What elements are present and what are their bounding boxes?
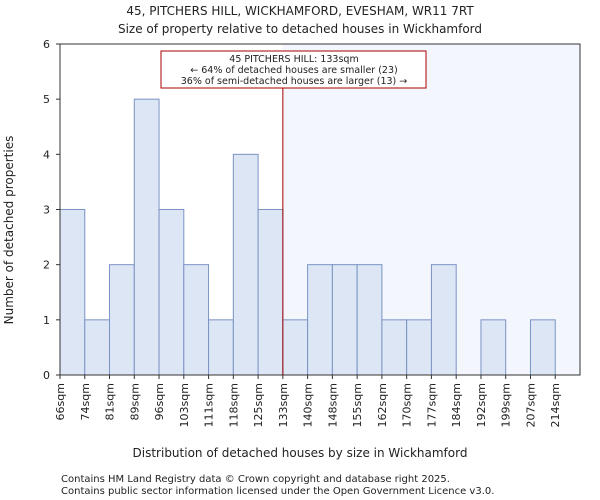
x-tick-label: 89sqm (128, 383, 141, 420)
x-tick-label: 184sqm (450, 383, 463, 427)
bar-81sqm (109, 264, 135, 376)
x-tick-label: 103sqm (178, 383, 191, 427)
bar-111sqm (208, 319, 234, 376)
x-tick-label: 155sqm (351, 383, 364, 427)
x-axis-label: Distribution of detached houses by size … (133, 446, 468, 460)
x-tick-label: 118sqm (227, 383, 240, 427)
y-tick-label: 6 (43, 38, 50, 51)
bar-177sqm (430, 264, 457, 376)
bar-125sqm (257, 209, 284, 376)
y-tick-label: 1 (43, 314, 50, 327)
bar-133sqm (282, 319, 309, 376)
bar-96sqm (158, 209, 185, 376)
x-tick-label: 177sqm (425, 383, 438, 427)
x-tick-label: 133sqm (277, 383, 290, 427)
y-tick-label: 4 (43, 148, 50, 161)
chart-subtitle: Size of property relative to detached ho… (118, 22, 482, 36)
footer-line-1: Contains HM Land Registry data © Crown c… (61, 474, 450, 485)
chart-title: 45, PITCHERS HILL, WICKHAMFORD, EVESHAM,… (126, 4, 474, 18)
y-tick-label: 0 (43, 369, 50, 382)
x-tick-label: 96sqm (153, 383, 166, 420)
annotation-box (160, 50, 427, 89)
footer-line-2: Contains public sector information licen… (61, 486, 494, 497)
bar-118sqm (232, 153, 259, 376)
bar-148sqm (331, 264, 358, 376)
x-tick-label: 74sqm (79, 383, 92, 420)
bar-66sqm (59, 209, 86, 376)
bar-140sqm (307, 264, 333, 376)
bar-207sqm (529, 319, 556, 376)
bar-74sqm (84, 319, 111, 376)
bar-170sqm (406, 319, 432, 376)
annotation-line-2: ← 64% of detached houses are smaller (23… (190, 65, 397, 76)
x-tick-label: 66sqm (54, 383, 67, 420)
annotation-line-3: 36% of semi-detached houses are larger (… (181, 76, 408, 87)
x-tick-label: 199sqm (500, 383, 513, 427)
bar-192sqm (480, 319, 507, 376)
x-tick-label: 148sqm (326, 383, 339, 427)
x-tick-label: 214sqm (549, 383, 562, 427)
x-tick-label: 140sqm (302, 383, 315, 427)
bar-155sqm (356, 264, 383, 376)
y-tick-label: 2 (43, 259, 50, 272)
bar-89sqm (133, 98, 160, 376)
x-tick-label: 125sqm (252, 383, 265, 427)
y-tick-label: 3 (43, 204, 50, 217)
x-tick-label: 162sqm (376, 383, 389, 427)
annotation: 45 PITCHERS HILL: 133sqm ← 64% of detach… (160, 50, 427, 89)
x-tick-label: 111sqm (203, 383, 216, 427)
x-tick-label: 192sqm (475, 383, 488, 427)
bar-162sqm (381, 319, 408, 376)
y-axis-label: Number of detached properties (2, 136, 16, 325)
x-tick-label: 170sqm (401, 383, 414, 427)
y-tick-label: 5 (43, 93, 50, 106)
x-tick-label: 81sqm (104, 383, 117, 420)
bar-103sqm (183, 264, 210, 376)
x-tick-label: 207sqm (524, 383, 537, 427)
annotation-line-1: 45 PITCHERS HILL: 133sqm (229, 54, 358, 65)
